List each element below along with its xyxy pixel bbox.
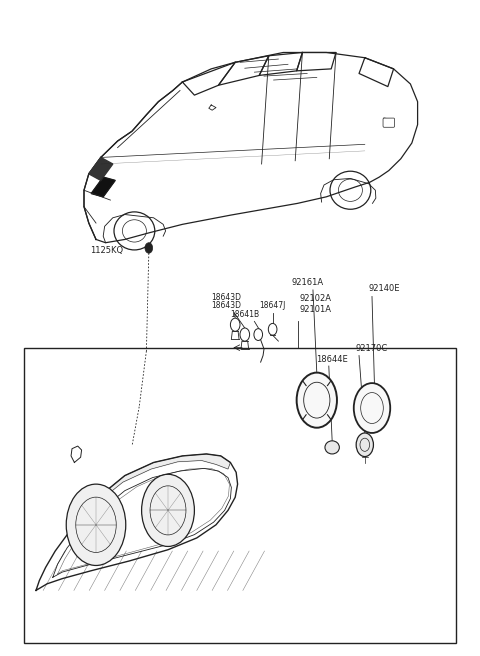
Text: 18643D: 18643D xyxy=(211,301,241,310)
Circle shape xyxy=(254,329,263,340)
Text: 18644E: 18644E xyxy=(316,355,348,364)
Polygon shape xyxy=(98,454,230,502)
Polygon shape xyxy=(359,58,394,87)
Text: 92101A: 92101A xyxy=(300,304,332,314)
FancyBboxPatch shape xyxy=(383,118,395,127)
Text: 18647J: 18647J xyxy=(259,301,286,310)
Circle shape xyxy=(145,243,153,253)
Circle shape xyxy=(66,484,126,565)
Text: 92140E: 92140E xyxy=(369,284,400,293)
Ellipse shape xyxy=(325,441,339,454)
Polygon shape xyxy=(36,454,238,590)
Circle shape xyxy=(230,318,240,331)
Text: 1125KQ: 1125KQ xyxy=(90,246,123,255)
Text: 18643D: 18643D xyxy=(211,293,241,302)
Polygon shape xyxy=(91,177,115,197)
Polygon shape xyxy=(71,446,82,462)
Text: 18641B: 18641B xyxy=(230,310,260,319)
Polygon shape xyxy=(89,157,113,180)
Polygon shape xyxy=(259,52,302,75)
Polygon shape xyxy=(297,52,336,71)
Polygon shape xyxy=(209,105,216,110)
Polygon shape xyxy=(182,62,235,95)
Text: 92161A: 92161A xyxy=(292,278,324,287)
Bar xyxy=(24,348,456,643)
Circle shape xyxy=(268,323,277,335)
Circle shape xyxy=(356,433,373,457)
Circle shape xyxy=(354,383,390,433)
Circle shape xyxy=(142,474,194,546)
Text: 92102A: 92102A xyxy=(300,294,332,303)
Circle shape xyxy=(297,373,337,428)
Text: 92170C: 92170C xyxy=(355,344,387,353)
Circle shape xyxy=(240,328,250,341)
Polygon shape xyxy=(218,56,269,85)
